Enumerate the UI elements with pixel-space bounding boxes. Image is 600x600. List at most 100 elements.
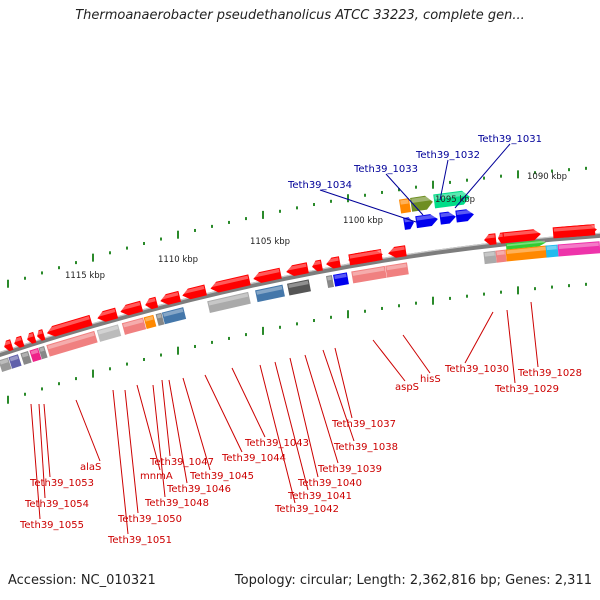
leader-line (43, 403, 51, 478)
gene-label[interactable]: Teth39_1053 (29, 478, 94, 489)
gene-arrow-red (502, 229, 541, 244)
leader-line (402, 334, 431, 374)
scale-label: 1110 kbp (158, 255, 198, 265)
gene-label[interactable]: Teth39_1028 (517, 368, 582, 379)
scale-dot (449, 180, 451, 184)
gene-label[interactable]: Teth39_1029 (494, 384, 559, 395)
gene-label[interactable]: Teth39_1051 (107, 535, 172, 546)
leader-line (289, 357, 319, 478)
scale-dot (415, 185, 417, 189)
gene-box (29, 347, 42, 363)
scale-dot (41, 387, 43, 391)
gene-arrow-red (388, 245, 407, 258)
scale-dot (126, 246, 128, 250)
scale-tick (432, 180, 434, 189)
gene-label[interactable]: Teth39_1045 (189, 471, 254, 482)
scale-labels: 1115 kbp 1110 kbp 1105 kbp 1100 kbp 1095 kbp… (65, 172, 567, 281)
scale-dot (75, 377, 77, 381)
gene-box (333, 272, 349, 287)
gene-label[interactable]: Teth39_1050 (117, 514, 182, 525)
scale-dot (75, 261, 77, 265)
gene-arrow-red (253, 267, 282, 283)
gene-label[interactable]: Teth39_1044 (221, 453, 286, 464)
gene-label[interactable]: Teth39_1055 (19, 520, 84, 531)
scale-label: 1105 kbp (250, 237, 290, 247)
leader-line (152, 384, 166, 498)
gene-label[interactable]: Teth39_1040 (297, 478, 362, 489)
leader-line (322, 349, 355, 442)
gene-arrow-red (210, 274, 251, 293)
scale-dot (500, 290, 502, 294)
gene-label[interactable]: Teth39_1039 (317, 464, 382, 475)
gene-arrow-red (286, 262, 309, 277)
leader-line (530, 301, 539, 368)
scale-tick (177, 346, 179, 355)
gene-label[interactable]: alaS (80, 462, 101, 473)
gene-box (385, 262, 409, 278)
gene-label[interactable]: Teth39_1047 (149, 457, 214, 468)
scale-dot (245, 217, 247, 221)
gene-label[interactable]: Teth39_1046 (166, 484, 231, 495)
leader-line (182, 377, 211, 471)
gene-label[interactable]: Teth39_1043 (244, 438, 309, 449)
scale-tick (432, 296, 434, 305)
leader-line (231, 367, 266, 438)
scale-dot (126, 362, 128, 366)
gene-label[interactable]: Teth39_1054 (24, 499, 89, 510)
gene-label[interactable]: Teth39_1038 (333, 442, 398, 453)
gene-arrow-blue (439, 211, 456, 225)
gene-label[interactable]: Teth39_1048 (144, 498, 209, 509)
scale-dot (58, 266, 60, 270)
scale-label: 1095 kbp (435, 195, 475, 205)
leader-line (304, 354, 339, 464)
scale-dot (228, 220, 230, 224)
gene-box (505, 245, 549, 262)
leader-line (334, 347, 353, 419)
gene-label[interactable]: Teth39_1033 (353, 164, 418, 175)
gene-arrow-red (552, 224, 597, 239)
scale-dot (228, 336, 230, 340)
leader-line (124, 389, 139, 514)
scale-dot (398, 188, 400, 192)
gene-label[interactable]: mnmA (140, 471, 173, 482)
gene-arrow-red (3, 339, 14, 352)
gene-label[interactable]: Teth39_1031 (477, 134, 542, 145)
gene-label[interactable]: Teth39_1034 (287, 180, 352, 191)
scale-dot (58, 382, 60, 386)
gene-arrow-red (13, 335, 25, 348)
scale-dot (211, 224, 213, 228)
topology-text: Topology: circular; Length: 2,362,816 bp… (234, 573, 592, 588)
gene-label[interactable]: hisS (420, 374, 441, 385)
scale-dot (398, 304, 400, 308)
leader-line (385, 173, 424, 216)
scale-dot (279, 325, 281, 329)
leader-line (161, 379, 171, 457)
gene-arrow-red (145, 296, 159, 310)
gene-label[interactable]: Teth39_1041 (287, 491, 352, 502)
scale-dot (194, 344, 196, 348)
gene-box (143, 314, 157, 329)
leader-line (75, 399, 101, 462)
scale-dot (211, 340, 213, 344)
gene-arrow-red (312, 259, 323, 272)
gene-label[interactable]: Teth39_1037 (331, 419, 396, 430)
gene-label[interactable]: Teth39_1032 (415, 150, 480, 161)
scale-dot (534, 171, 536, 175)
gene-arrow-red (326, 256, 341, 269)
scale-dot (313, 319, 315, 323)
scale-dot (279, 209, 281, 213)
scale-tick (262, 210, 264, 219)
scale-dot (194, 228, 196, 232)
scale-label: 1090 kbp (527, 172, 567, 182)
leader-line (372, 339, 406, 382)
gene-label[interactable]: Teth39_1030 (444, 364, 509, 375)
scale-dot (160, 237, 162, 241)
gene-box (351, 265, 387, 284)
scale-dot (500, 174, 502, 178)
scale-dot (330, 199, 332, 203)
gene-arrow-red (348, 249, 383, 266)
leader-line (439, 159, 449, 201)
gene-label[interactable]: Teth39_1042 (274, 504, 339, 515)
gene-box (410, 195, 433, 212)
gene-label[interactable]: aspS (395, 382, 419, 393)
